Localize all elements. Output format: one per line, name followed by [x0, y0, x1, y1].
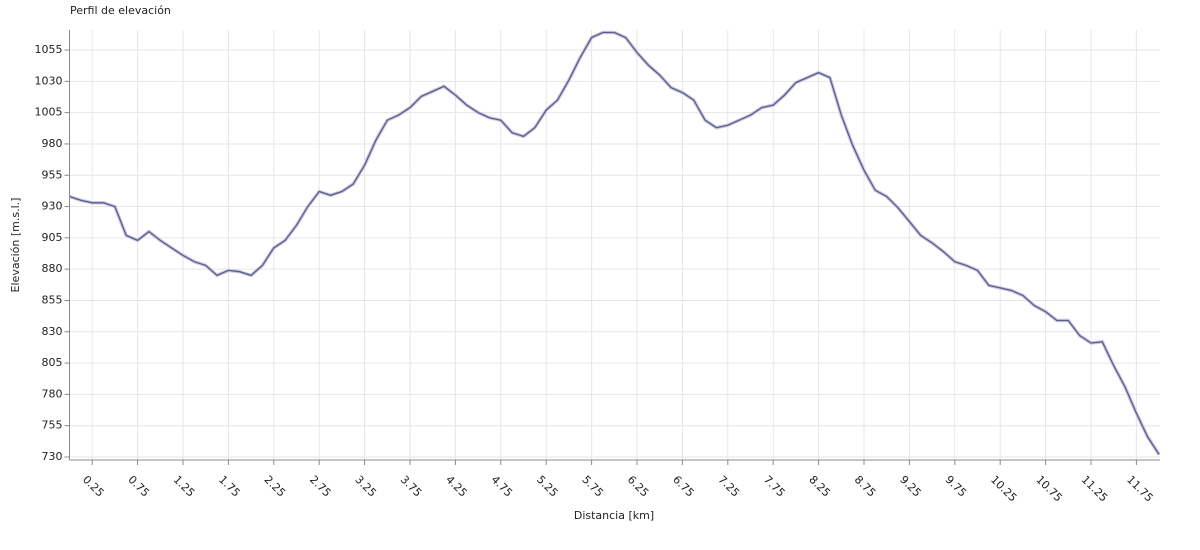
x-tick-label: 8.25: [806, 473, 833, 500]
x-tick-label: 7.75: [761, 473, 788, 500]
x-axis-label: Distancia [km]: [574, 509, 654, 522]
x-tick-label: 5.75: [579, 473, 606, 500]
x-tick-label: 0.75: [125, 473, 152, 500]
x-tick-label: 7.25: [716, 473, 743, 500]
x-tick-label: 6.25: [625, 473, 652, 500]
y-axis-label: Elevación [m.s.l.]: [9, 198, 22, 293]
y-tick-label: 805: [42, 356, 63, 369]
x-tick-label: 1.75: [216, 473, 243, 500]
y-tick-label: 930: [42, 200, 63, 213]
x-tick-label: 6.75: [670, 473, 697, 500]
line-halo: [68, 30, 1161, 456]
chart-title: Perfil de elevación: [70, 4, 171, 17]
y-tick-label: 730: [42, 450, 63, 463]
x-tick-label: 10.75: [1033, 473, 1064, 504]
y-tick-label: 830: [42, 325, 63, 338]
line: [69, 31, 1160, 455]
x-tick-label: 2.75: [307, 473, 334, 500]
y-tick-label: 855: [42, 293, 63, 306]
y-tick-label: 780: [42, 387, 63, 400]
x-tick-label: 2.25: [262, 473, 289, 500]
x-tick-label: 11.75: [1124, 473, 1155, 504]
x-tick-label: 9.75: [943, 473, 970, 500]
y-tick-label: 955: [42, 168, 63, 181]
x-tick-label: 3.75: [398, 473, 425, 500]
x-tick-label: 5.25: [534, 473, 561, 500]
x-tick-label: 9.25: [897, 473, 924, 500]
x-tick-label: 0.25: [80, 473, 107, 500]
x-tick-label: 10.25: [988, 473, 1019, 504]
x-tick-label: 8.75: [852, 473, 879, 500]
y-tick-label: 880: [42, 262, 63, 275]
x-tick-label: 4.75: [489, 473, 516, 500]
y-tick-label: 1055: [35, 43, 63, 56]
y-tick-label: 1030: [35, 74, 63, 87]
y-tick-label: 1005: [35, 106, 63, 119]
y-tick-label: 905: [42, 231, 63, 244]
x-tick-label: 11.25: [1079, 473, 1110, 504]
y-tick-label: 980: [42, 137, 63, 150]
x-tick-label: 4.25: [443, 473, 470, 500]
y-tick-label: 755: [42, 419, 63, 432]
x-tick-label: 3.25: [352, 473, 379, 500]
x-tick-label: 1.25: [171, 473, 198, 500]
